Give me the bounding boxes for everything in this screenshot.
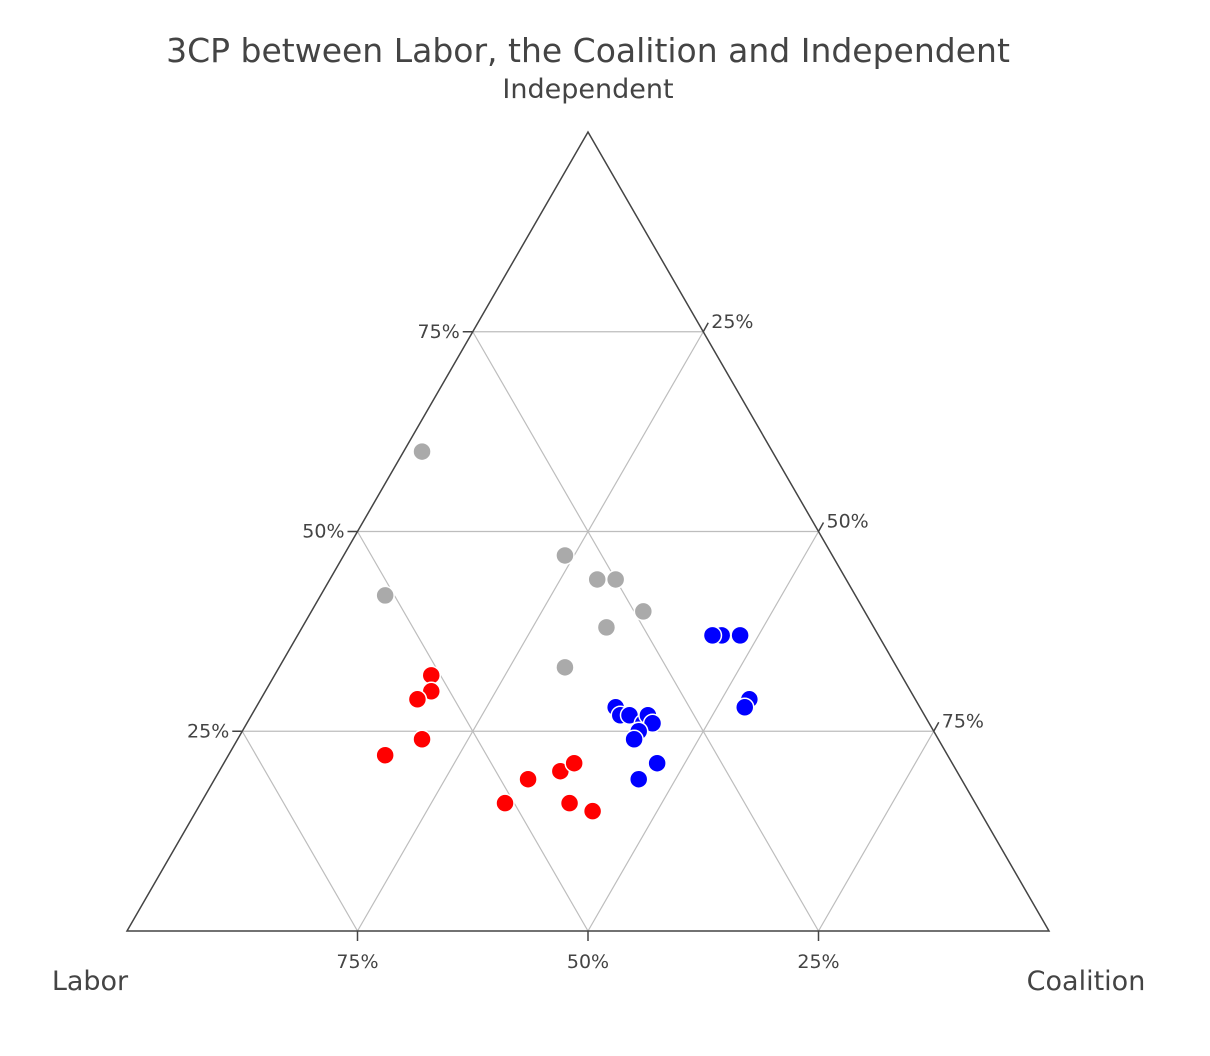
data-point-gray [596,617,617,638]
data-point-gray [375,585,395,606]
tick-label-independent: 75% [418,321,460,343]
data-point-gray [587,569,607,590]
axis-title-labor: Labor [52,966,129,997]
data-points [375,441,760,821]
grid-lines [241,331,935,932]
axis-title-independent: Independent [502,74,673,105]
data-point-gray [412,441,432,462]
data-point-red [564,753,584,773]
data-point-blue [647,753,667,773]
tick-mark-coalition [817,522,825,532]
chart-title: 3CP between Labor, the Coalition and Ind… [166,31,1010,70]
data-point-blue [734,697,755,718]
data-point-gray [555,657,575,678]
data-point-blue [628,769,649,789]
data-point-red [375,745,395,765]
data-point-red [559,793,580,813]
gridline-labor-75 [241,730,359,932]
data-point-blue [702,625,723,646]
tick-labels: 25% 50% 75% 75% 50% 25% 25% 50% 75% [187,311,984,973]
gridline-labor-25 [472,331,820,932]
tick-mark-coalition [702,322,709,333]
tick-label-labor: 25% [797,951,839,973]
data-point-gray [605,569,626,590]
gridline-coalition-25 [356,331,704,932]
data-point-red [582,801,603,821]
data-point-red [407,689,428,710]
data-point-red [495,793,515,813]
tick-mark-coalition [933,721,940,732]
tick-label-independent: 25% [187,720,229,742]
data-point-gray [555,545,575,566]
data-point-red [412,729,432,749]
tick-label-coalition: 50% [827,511,869,533]
tick-label-labor: 75% [336,951,378,973]
data-point-gray [633,601,654,622]
tick-label-independent: 50% [302,521,344,543]
data-point-blue [624,729,644,749]
tick-label-coalition: 75% [942,710,984,732]
gridline-coalition-50 [587,531,820,932]
gridline-coalition-75 [817,730,935,932]
tick-label-coalition: 25% [711,311,753,333]
gridline-labor-50 [356,531,589,932]
tick-label-labor: 50% [567,951,609,973]
data-point-red [518,769,538,789]
axis-title-coalition: Coalition [1027,966,1146,997]
data-point-blue [730,625,750,646]
